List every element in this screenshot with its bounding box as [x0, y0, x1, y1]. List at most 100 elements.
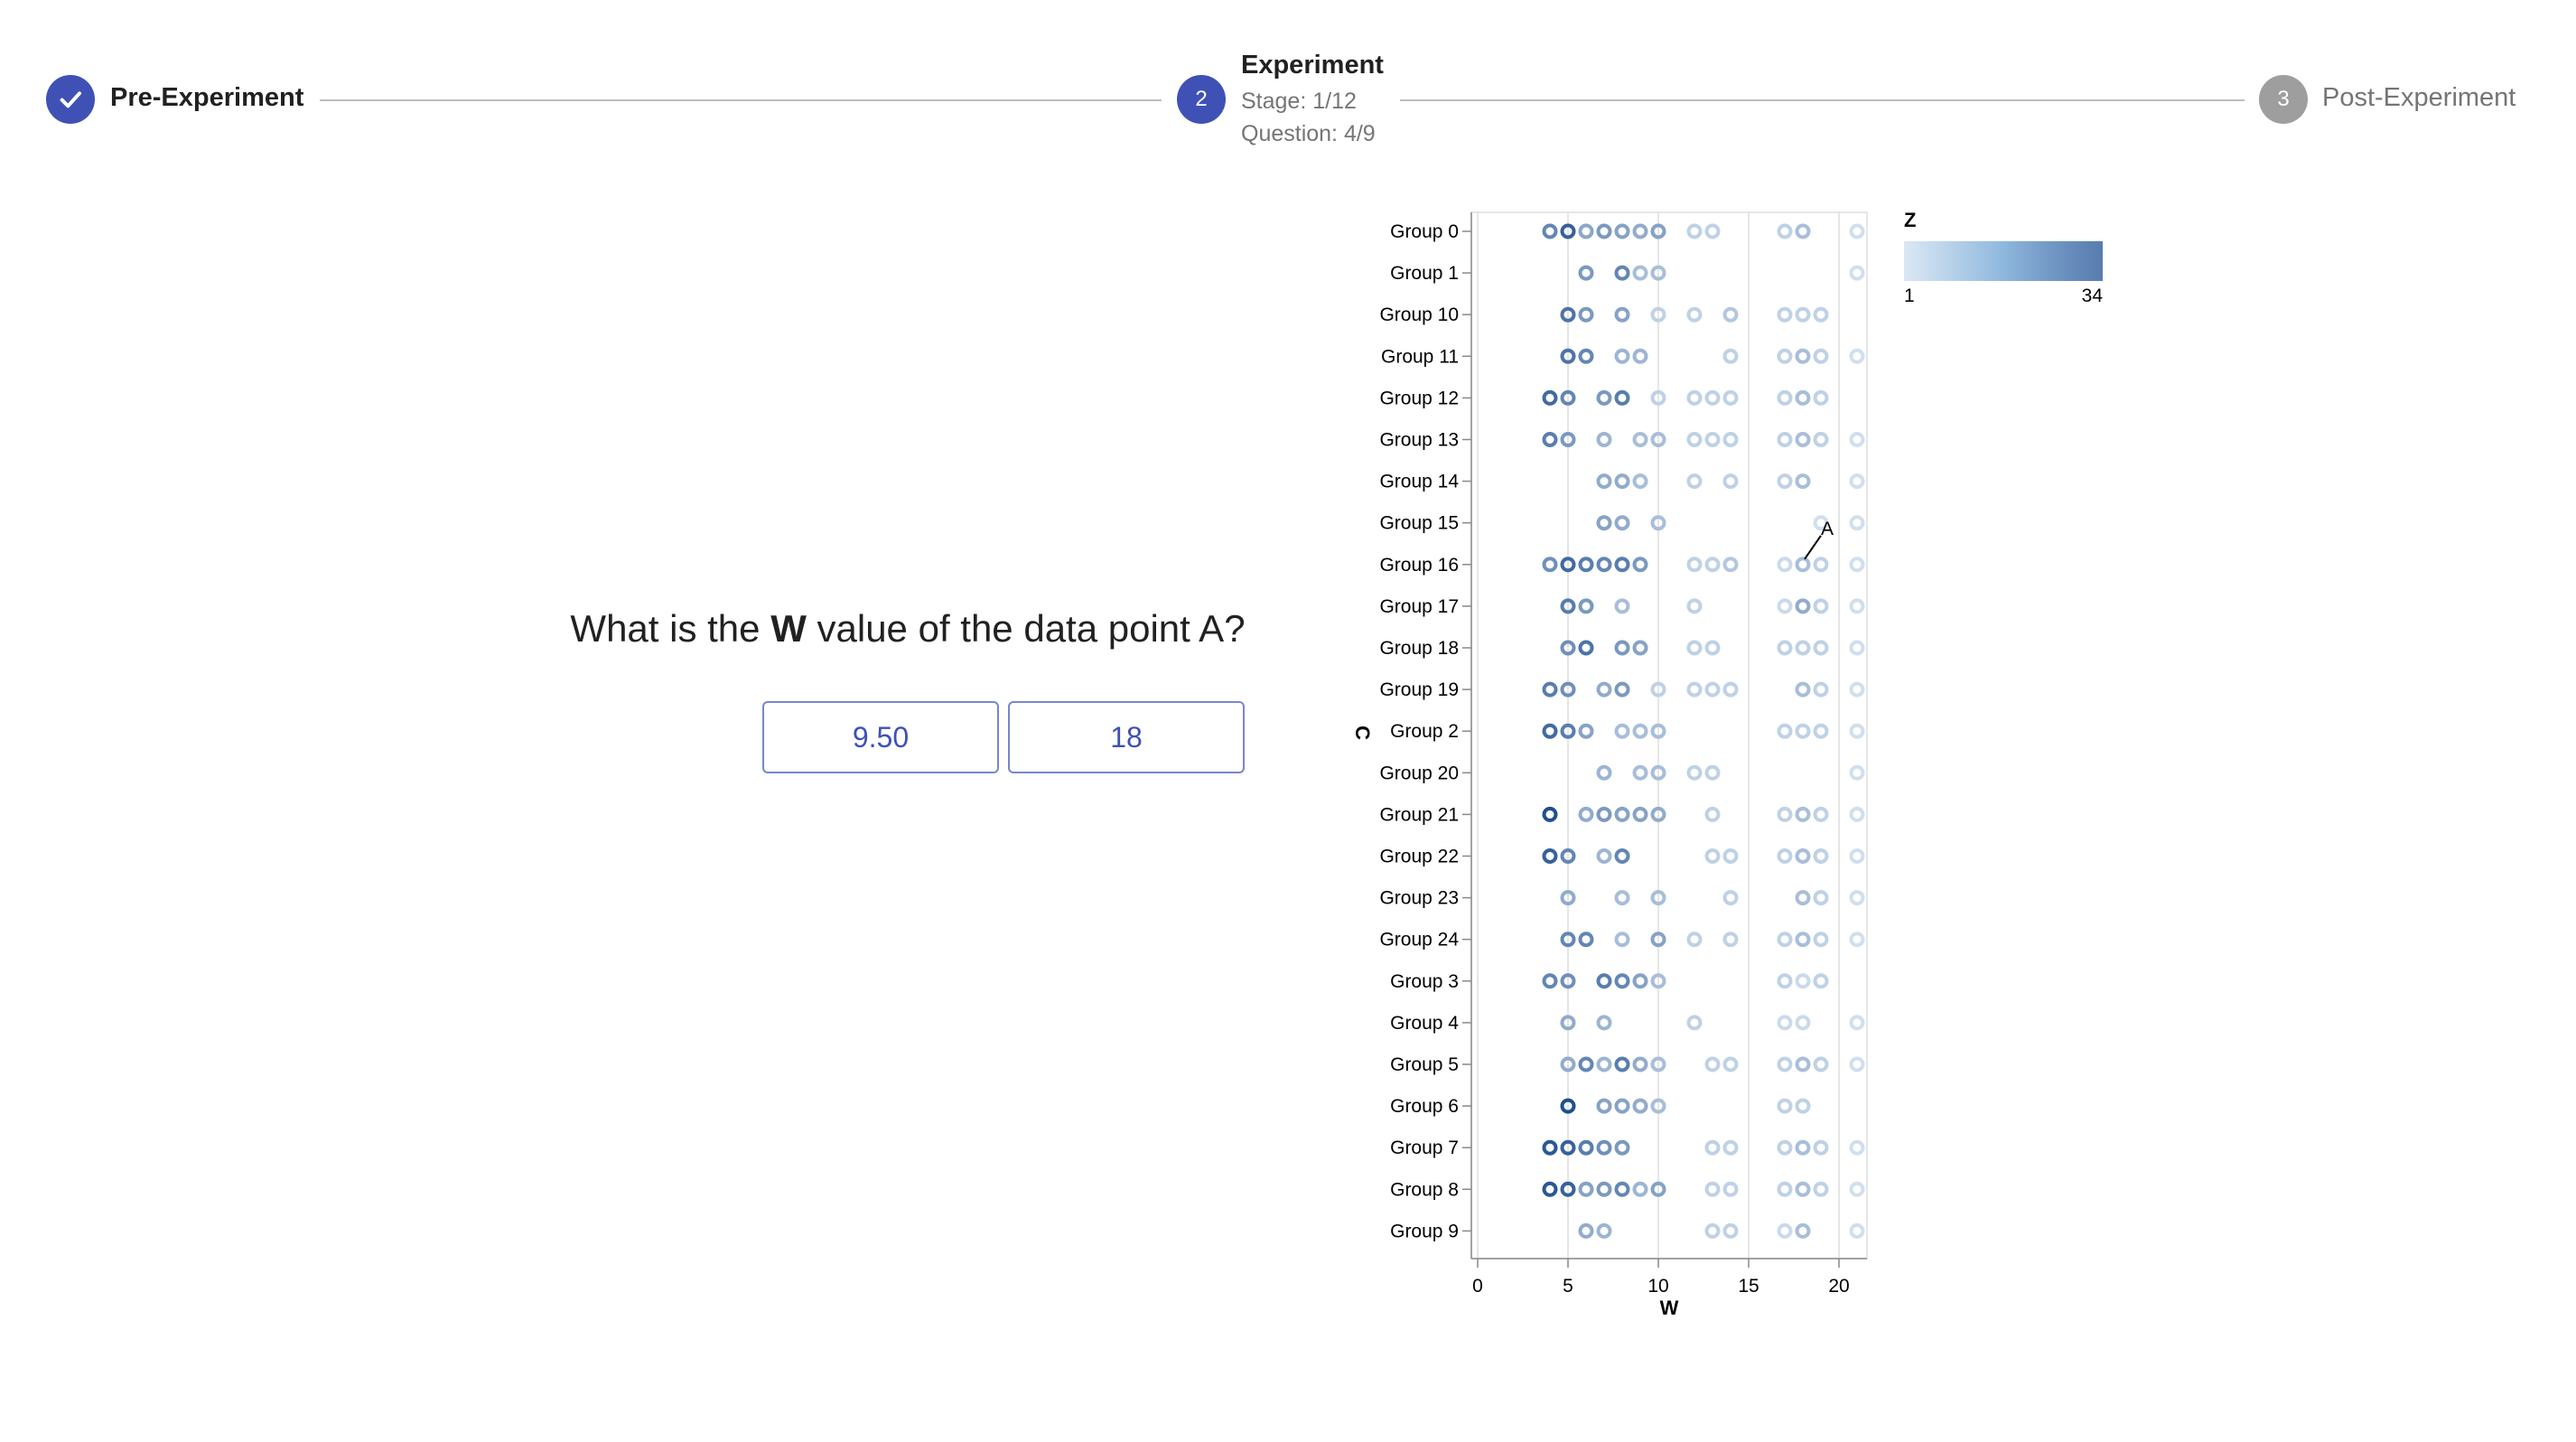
y-tick-label: Group 16 [1379, 555, 1459, 576]
y-axis-title: C [1351, 726, 1374, 740]
question-text: What is the W value of the data point A? [506, 607, 1310, 651]
data-point [1686, 389, 1703, 406]
data-point [1722, 848, 1739, 864]
data-point [1795, 973, 1811, 989]
scatter-chart: 0 5 10 15 20 Group 0 Group 1 Group 10 Group 11 Gr… [1351, 209, 2103, 1319]
data-point [1578, 348, 1594, 364]
data-point [1650, 306, 1666, 323]
data-point [1849, 1056, 1865, 1072]
data-point [1650, 1098, 1666, 1114]
data-point [1632, 723, 1648, 739]
x-tick-label: 10 [1647, 1276, 1668, 1297]
y-tick-label: Group 20 [1379, 763, 1459, 783]
step-pre-experiment-completed [46, 75, 95, 124]
data-point [1777, 1181, 1793, 1197]
data-point [1704, 681, 1721, 698]
data-point [1704, 389, 1721, 406]
data-point [1777, 848, 1793, 864]
data-point [1578, 723, 1594, 739]
data-point [1813, 1181, 1829, 1197]
data-point [1560, 848, 1576, 864]
data-point [1650, 265, 1666, 281]
data-point [1795, 389, 1811, 406]
data-point [1560, 1015, 1576, 1031]
data-point [1614, 306, 1630, 323]
data-point [1777, 598, 1793, 614]
data-point [1722, 557, 1739, 573]
data-point [1849, 1015, 1865, 1031]
data-point [1632, 1098, 1648, 1114]
answer-button-1[interactable]: 9.50 [762, 701, 999, 773]
x-tick-label: 15 [1738, 1276, 1759, 1297]
data-point [1777, 723, 1793, 739]
data-point [1795, 1098, 1811, 1114]
data-point [1704, 1181, 1721, 1197]
data-point [1614, 806, 1630, 822]
data-point [1542, 806, 1558, 822]
data-point [1614, 348, 1630, 364]
data-point [1614, 265, 1630, 281]
data-point [1614, 890, 1630, 906]
data-point [1813, 681, 1829, 698]
data-point [1632, 1056, 1648, 1072]
data-point [1560, 932, 1576, 948]
data-point [1614, 640, 1630, 656]
data-point [1614, 848, 1630, 864]
step-number-post-experiment: 3 [2259, 75, 2308, 124]
data-point [1813, 348, 1829, 364]
data-point [1813, 432, 1829, 447]
data-point [1777, 223, 1793, 239]
data-point [1795, 848, 1811, 864]
data-point [1813, 973, 1829, 989]
data-point [1849, 640, 1865, 656]
data-point [1542, 223, 1558, 239]
data-point [1650, 681, 1666, 698]
data-point [1777, 1056, 1793, 1072]
data-point [1560, 890, 1576, 906]
data-point [1777, 306, 1793, 323]
data-point [1813, 515, 1829, 531]
data-point [1650, 890, 1666, 906]
data-point [1704, 1139, 1721, 1156]
data-point [1813, 932, 1829, 948]
y-tick-label: Group 3 [1390, 971, 1459, 992]
data-point [1813, 640, 1829, 656]
data-point [1596, 473, 1612, 490]
data-point [1795, 1056, 1811, 1072]
data-point [1795, 806, 1811, 822]
data-point [1614, 473, 1630, 490]
data-point [1722, 306, 1739, 323]
check-icon [60, 91, 81, 108]
step-connector [320, 99, 1162, 101]
data-point [1650, 973, 1666, 989]
data-point [1542, 973, 1558, 989]
data-point [1795, 1015, 1811, 1031]
y-tick-label: Group 14 [1379, 472, 1459, 492]
data-point [1722, 473, 1739, 490]
answer-button-2[interactable]: 18 [1008, 701, 1245, 773]
data-point [1813, 890, 1829, 906]
y-tick-label: Group 7 [1390, 1138, 1459, 1158]
data-point [1596, 681, 1612, 698]
data-point [1795, 557, 1811, 573]
data-point [1722, 681, 1739, 698]
data-point [1795, 598, 1811, 614]
data-point [1560, 640, 1576, 656]
data-point [1650, 1181, 1666, 1197]
data-point [1777, 1139, 1793, 1156]
data-point [1650, 432, 1666, 447]
data-point [1596, 515, 1612, 531]
data-point [1542, 681, 1558, 698]
data-point [1704, 557, 1721, 573]
data-point [1813, 723, 1829, 739]
data-point [1722, 389, 1739, 406]
data-point [1614, 681, 1630, 698]
x-tick-label: 20 [1828, 1276, 1849, 1297]
data-point [1560, 1056, 1576, 1072]
data-point [1686, 1015, 1703, 1031]
x-tick-label: 5 [1563, 1276, 1573, 1297]
data-point [1560, 389, 1576, 406]
data-point [1596, 973, 1612, 989]
data-point [1614, 557, 1630, 573]
data-point [1777, 932, 1793, 948]
